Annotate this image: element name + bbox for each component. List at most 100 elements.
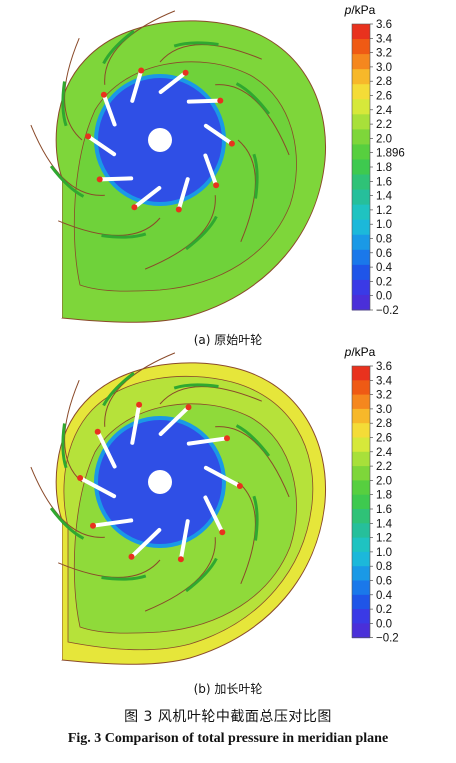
blade-tip-high-pressure [219, 529, 226, 536]
colorbar-segment [352, 366, 370, 381]
colorbar-tick-label: 3.2 [376, 48, 392, 60]
blade-tip-high-pressure [138, 67, 145, 74]
impeller-blade [130, 402, 142, 445]
colorbar-title-unit: /kPa [351, 345, 375, 359]
contour-line [30, 466, 105, 538]
colorbar-tick-label: 1.4 [376, 518, 393, 530]
colorbar-segment [352, 24, 370, 40]
colorbar-segment [352, 551, 370, 567]
colorbar-segment [352, 566, 370, 581]
outlet-gap [50, 520, 62, 660]
colorbar-tick-label: 1.0 [376, 219, 392, 231]
blade-tip-high-pressure [236, 483, 243, 489]
blade-tip-high-pressure [85, 133, 92, 140]
low-pressure-streak [101, 574, 147, 581]
colorbar-segment [352, 219, 370, 236]
contour-line [215, 426, 290, 498]
blade-tip-high-pressure [177, 556, 184, 563]
contour-line [104, 10, 176, 85]
blade-tip-high-pressure [175, 206, 182, 213]
colorbar-segment [352, 380, 370, 396]
colorbar-segment [352, 437, 370, 453]
colorbar-tick-label: 2.4 [376, 447, 393, 459]
low-pressure-streak [173, 41, 219, 48]
colorbar-tick-label: 1.2 [376, 533, 392, 545]
colorbar-segment [352, 189, 370, 206]
low-pressure-streak [61, 423, 68, 469]
colorbar-segment [352, 129, 370, 145]
colorbar-title-var: p [344, 345, 352, 359]
contour-line [104, 352, 176, 427]
impeller-blade [95, 429, 117, 469]
blade-tip-high-pressure [77, 475, 84, 481]
colorbar-title: p/kPa [344, 345, 376, 359]
colorbar-segment [352, 523, 370, 539]
impeller-blade [129, 528, 162, 559]
contour-line [144, 537, 216, 612]
caption-a: (a) 原始叶轮 [193, 333, 263, 347]
colorbar-segment [352, 394, 370, 410]
contour-line [58, 217, 161, 236]
figure-title-en: Fig. 3 Comparison of total pressure in m… [67, 731, 389, 746]
colorbar-tick-label: −0.2 [376, 305, 399, 317]
impeller-blade [132, 186, 162, 210]
colorbar-tick-label: 0.6 [376, 248, 392, 260]
colorbar-tick-label: 0.4 [376, 262, 393, 274]
impeller-blade [97, 176, 134, 182]
colorbar-tick-label: 1.0 [376, 547, 392, 559]
impeller-blade [203, 153, 219, 188]
colorbar-segment [352, 594, 370, 610]
colorbar-tick-label: 2.8 [376, 418, 392, 430]
low-pressure-streak [235, 82, 271, 115]
colorbar-segment [352, 408, 370, 424]
low-pressure-streak [173, 383, 219, 390]
caption-b: (b) 加长叶轮 [193, 682, 263, 696]
colorbar-segment [352, 580, 370, 596]
colorbar-tick-label: 0.2 [376, 276, 392, 288]
hub-hole [148, 470, 172, 494]
colorbar-segment [352, 451, 370, 467]
impeller-blade [78, 476, 117, 499]
panel-b: p/kPa 3.6 3.4 3.2 3.0 2.8 2.6 2.4 2.2 2.0 1.8 1.6 1.… [0, 342, 456, 702]
colorbar-segment [352, 623, 370, 639]
contour-line [237, 139, 256, 242]
contour-line [159, 44, 262, 63]
impeller-blade [130, 68, 144, 103]
colorbar-tick-label: 2.8 [376, 76, 392, 88]
impeller-blade [101, 92, 117, 127]
colorbar-segment [352, 249, 370, 266]
colorbar-tick-label: 0.8 [376, 234, 392, 246]
colorbar-tick-label: 2.2 [376, 461, 392, 473]
impeller-blade [158, 405, 191, 436]
contour-line [58, 559, 161, 578]
colorbar-segment [352, 114, 370, 130]
low-pressure-streak [102, 371, 135, 407]
contour-line [144, 195, 216, 270]
colorbar-tick-label: 0.0 [376, 291, 392, 303]
colorbar-title-var: p [344, 3, 352, 17]
colorbar-segment [352, 54, 370, 70]
colorbar-tick-label: 1.896 [376, 148, 405, 160]
panel-a: p/kPa 3.6 3.4 3.2 3.0 2.8 2.6 2.4 2.2 2.0 1.896 1.8… [0, 0, 456, 340]
colorbar-tick-label: 0.4 [376, 590, 393, 602]
colorbar-segment [352, 99, 370, 115]
colorbar-segment [352, 466, 370, 481]
colorbar-frame [351, 365, 371, 639]
low-pressure-streak [49, 507, 85, 540]
colorbar-segment [352, 174, 370, 191]
colorbar-segment [352, 84, 370, 100]
contour-line [64, 38, 83, 141]
colorbar-title-unit: /kPa [351, 3, 375, 17]
blade-tip-high-pressure [228, 140, 235, 147]
blade-tip-high-pressure [213, 182, 220, 189]
colorbar-title: p/kPa [344, 3, 376, 17]
colorbar-tick-label: 0.0 [376, 618, 392, 630]
colorbar-segment [352, 609, 370, 624]
colorbar-tick-label: −0.2 [376, 633, 399, 645]
colorbar-tick-label: 0.8 [376, 561, 392, 573]
impeller-blade [186, 436, 229, 446]
colorbar-segment [352, 144, 370, 160]
colorbar-segment [352, 480, 370, 496]
